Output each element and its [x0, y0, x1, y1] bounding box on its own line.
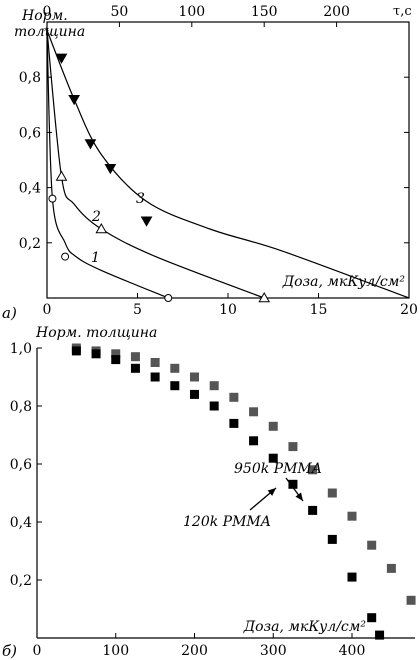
chart-panel-a: 0 5 10 15 20 0,2 0,4 0,6 0,8 0 50 100 150 200 τ,с Норм.… [2, 4, 418, 322]
annotation: 950k PMMA [234, 461, 322, 502]
data-point [406, 595, 416, 605]
x-tick-label-a: 0 [43, 302, 52, 318]
data-point [68, 95, 81, 106]
x-tick-label-b: 100 [102, 643, 129, 659]
data-point [249, 436, 259, 446]
x2-tick-label-a: 200 [323, 4, 350, 20]
data-point [111, 355, 121, 365]
data-point [249, 407, 259, 417]
annotation-arrow-head [295, 492, 303, 501]
data-point [375, 630, 385, 640]
x-tick-label-a: 5 [133, 302, 142, 318]
x2-tick-label-a: 50 [110, 4, 128, 20]
y-tick-label-b: 1,0 [10, 341, 32, 357]
y-axis-label-b: Норм. толщина [35, 325, 157, 341]
x-tick-label-a: 15 [310, 302, 328, 318]
data-point [84, 139, 97, 150]
data-point [140, 216, 153, 227]
y-tick-label-a: 0,2 [19, 236, 41, 252]
x2-tick-label-a: 0 [43, 4, 52, 20]
data-point [347, 511, 357, 521]
data-point [327, 534, 337, 544]
series-label: 2 [91, 209, 101, 225]
data-point [71, 346, 81, 356]
data-point [308, 505, 318, 515]
data-point [104, 164, 117, 175]
x2-tick-label-a: 150 [251, 4, 278, 20]
series-a-2: 2 [46, 30, 271, 303]
x-tick-label-a: 20 [400, 302, 418, 318]
data-point [164, 294, 173, 302]
data-point [150, 358, 160, 367]
series-line [46, 30, 169, 299]
y-tick-label-a: 0,6 [19, 125, 41, 141]
data-point [258, 291, 271, 303]
data-point [61, 252, 70, 261]
data-point [111, 349, 121, 359]
y-tick-label-a: 0,4 [19, 181, 41, 197]
data-point [209, 401, 219, 411]
data-point [190, 372, 199, 382]
data-point [308, 465, 318, 475]
y-axis-label-a: Норм. толщина [14, 8, 85, 40]
data-point [367, 540, 377, 550]
data-point [229, 418, 239, 428]
x-tick-label-b: 200 [181, 643, 208, 659]
data-point [170, 363, 180, 373]
start-mark: * [44, 26, 49, 37]
annotation: 120k PMMA [183, 487, 277, 530]
x-tick-label-b: 300 [260, 643, 287, 659]
data-point [130, 352, 140, 362]
annotation-arrow-head [267, 488, 276, 496]
series-label: 3 [136, 191, 145, 207]
x-axis-label-b: Доза, мкКул/см² [243, 619, 367, 635]
series-line [46, 30, 265, 299]
data-point [190, 389, 199, 399]
data-point [288, 479, 298, 489]
y-axis-label-a-line2: толщина [14, 24, 85, 40]
x2-axis-label-a: τ,с [393, 4, 412, 19]
annotation-text: 120k PMMA [183, 514, 271, 530]
data-point [327, 488, 337, 498]
plot-frame-a [46, 21, 410, 299]
x-tick-label-b: 0 [33, 643, 42, 659]
y-tick-label-b: 0,6 [10, 457, 32, 473]
series-line [46, 30, 410, 299]
y-tick-label-a: 0,8 [19, 70, 41, 86]
data-point [55, 53, 68, 64]
data-point [288, 442, 298, 452]
y-tick-label-b: 0,2 [10, 573, 32, 589]
x-tick-label-a: 10 [219, 302, 237, 318]
data-point [209, 381, 219, 391]
x-axis-label-a: Доза, мкКул/см² [282, 274, 406, 290]
data-point [130, 363, 140, 373]
y-axis-label-a-line1: Норм. [21, 8, 68, 24]
data-point [367, 613, 377, 623]
data-point [268, 421, 278, 431]
data-point [95, 222, 108, 234]
panel-label-b: б) [2, 642, 17, 660]
data-point [150, 372, 160, 382]
data-point [55, 170, 68, 181]
y-tick-label-b: 0,8 [10, 399, 32, 415]
x2-tick-label-a: 100 [178, 4, 205, 20]
data-point [170, 381, 180, 391]
data-point [347, 572, 357, 582]
series-b-120k [71, 346, 385, 640]
data-point [229, 392, 239, 402]
data-point [386, 563, 396, 573]
data-point [91, 349, 101, 359]
x-tick-label-b: 400 [339, 643, 366, 659]
series-a-1: 1 [46, 30, 173, 302]
series-a-3: 3 [46, 30, 410, 299]
data-point [268, 453, 278, 463]
panel-label-a: а) [2, 304, 17, 322]
y-tick-label-b: 0,4 [10, 515, 32, 531]
series-label: 1 [91, 250, 100, 266]
data-point [48, 194, 57, 203]
annotation-text: 950k PMMA [234, 461, 322, 477]
